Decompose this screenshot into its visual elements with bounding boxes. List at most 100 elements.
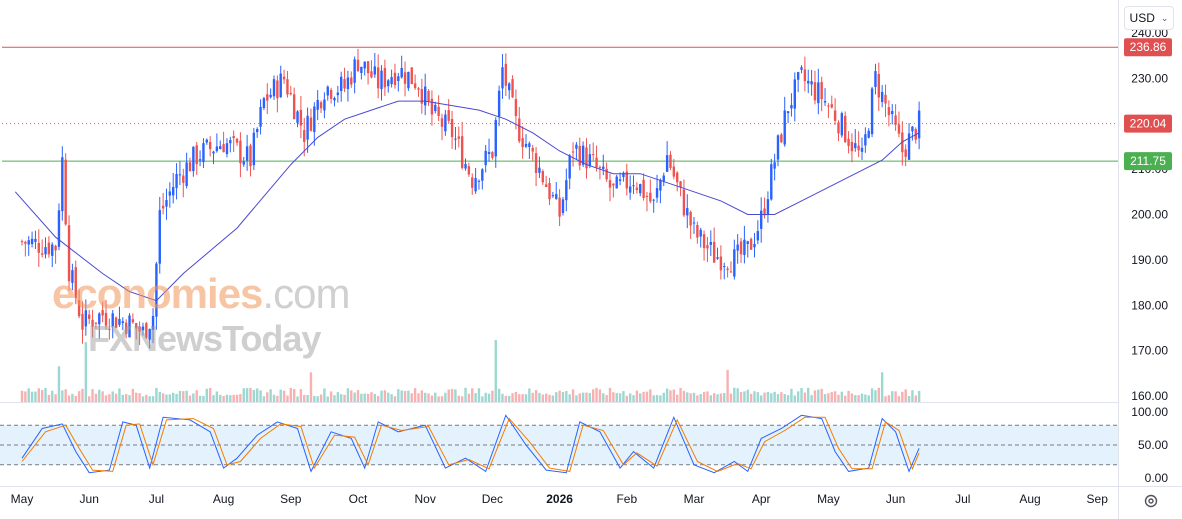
candle <box>101 301 104 323</box>
candle <box>464 158 467 171</box>
candle-body <box>198 159 202 161</box>
volume-bar <box>40 390 44 402</box>
volume-bar <box>454 389 457 402</box>
candle <box>880 85 884 108</box>
currency-selector[interactable]: USD ⌄ <box>1124 6 1174 30</box>
candle-body <box>712 241 716 263</box>
volume-bar <box>827 393 830 402</box>
candle-body <box>891 111 894 115</box>
candle <box>548 177 551 206</box>
volume-bar <box>292 388 296 402</box>
candle <box>484 144 487 173</box>
candle <box>538 156 541 178</box>
candle-body <box>135 323 138 329</box>
volume-bar <box>763 392 766 402</box>
volume-bar <box>356 390 360 402</box>
candle-body <box>128 315 131 338</box>
candle <box>665 141 669 172</box>
candle-body <box>790 104 793 109</box>
candle-body <box>501 67 504 89</box>
volume-bar <box>699 394 702 402</box>
candle-body <box>175 174 178 189</box>
volume-bar <box>135 392 138 402</box>
volume-bar <box>467 393 471 402</box>
candle <box>27 236 30 256</box>
volume-bar <box>877 387 880 402</box>
candle <box>901 121 904 166</box>
volume-bar <box>874 390 877 402</box>
candle <box>551 191 555 198</box>
price-label-bg <box>1124 114 1172 133</box>
volume-bar <box>393 396 397 402</box>
candle <box>702 230 706 261</box>
candle-body <box>770 164 773 200</box>
volume-bar <box>329 391 333 402</box>
candle-body <box>336 92 340 96</box>
candle <box>94 322 98 329</box>
candle-body <box>91 319 94 327</box>
volume-bar <box>376 395 380 402</box>
candle-body <box>24 241 27 244</box>
volume-bar <box>817 389 820 402</box>
candle-body <box>679 181 682 188</box>
volume-bar <box>340 394 343 402</box>
candle-body <box>262 98 266 108</box>
candle-body <box>289 92 292 95</box>
candle-body <box>188 162 192 172</box>
candle-body <box>266 94 269 101</box>
candle <box>531 144 534 161</box>
volume-bar <box>387 392 390 402</box>
volume-bar <box>481 396 484 402</box>
candle-body <box>699 229 702 237</box>
volume-bar <box>581 392 585 402</box>
candle <box>736 234 739 264</box>
candle-body <box>108 328 111 330</box>
candle-body <box>860 147 864 152</box>
candle <box>467 162 471 177</box>
candle <box>534 147 538 187</box>
candle-body <box>74 267 77 298</box>
candle-body <box>44 247 47 255</box>
candle <box>430 90 434 126</box>
candle-body <box>716 257 719 259</box>
price-tick-label: 190.00 <box>1131 253 1168 267</box>
volume-bar <box>91 389 94 402</box>
settings-button[interactable] <box>1140 490 1162 512</box>
candle-body <box>326 86 329 96</box>
candle <box>699 227 702 248</box>
volume-bar <box>884 396 887 402</box>
candle <box>259 99 262 135</box>
candle-body <box>581 145 585 165</box>
candle <box>474 168 477 194</box>
volume-bar <box>484 392 487 402</box>
candle <box>356 48 360 72</box>
volume-bar <box>538 392 541 402</box>
candle <box>195 141 198 175</box>
volume-bar <box>706 391 709 402</box>
volume-bar <box>215 391 219 402</box>
volume-bar <box>511 393 514 402</box>
candle <box>514 89 518 130</box>
candle <box>827 103 830 119</box>
candle-body <box>467 166 471 175</box>
candle-body <box>887 107 891 116</box>
candle-body <box>413 83 417 89</box>
candle <box>874 63 877 95</box>
candle <box>622 171 625 182</box>
candle <box>24 240 27 257</box>
volume-bar <box>108 394 111 402</box>
volume-bar <box>94 393 98 402</box>
candle <box>676 171 679 192</box>
volume-bar <box>353 392 356 402</box>
candle-body <box>124 322 128 335</box>
candle-body <box>904 149 907 157</box>
candle-body <box>484 150 487 166</box>
candle-body <box>81 313 84 330</box>
candle <box>763 197 766 219</box>
candle-body <box>40 253 44 255</box>
candle <box>57 203 61 251</box>
candle-body <box>390 77 393 85</box>
candle <box>857 131 860 158</box>
volume-bar <box>598 389 602 402</box>
